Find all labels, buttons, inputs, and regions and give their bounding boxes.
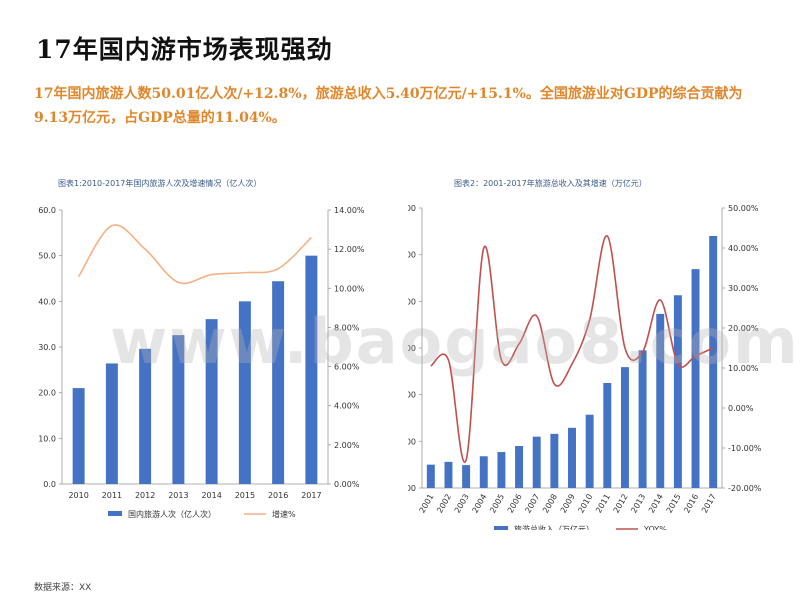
y-right-tick-label: 0.00% [728, 404, 754, 413]
x-tick-label: 2014 [201, 491, 221, 500]
x-tick-label: 2016 [682, 493, 700, 515]
x-tick-label: 2010 [576, 493, 594, 515]
y-left-tick-label: 5.00 [408, 251, 416, 260]
data-source: 数据来源：XX [34, 583, 92, 593]
x-tick-label: 2010 [68, 491, 88, 500]
y-right-tick-label: 14.00% [334, 206, 365, 215]
x-tick-label: 2002 [435, 493, 453, 515]
x-tick-label: 2009 [559, 493, 577, 515]
page-title: 17年国内游市场表现强劲 [36, 35, 333, 64]
y-right-tick-label: 2.00% [334, 441, 360, 450]
y-left-tick-label: 0.0 [43, 480, 56, 489]
y-left-tick-label: 4.00 [408, 297, 416, 306]
x-tick-label: 2017 [301, 491, 321, 500]
y-right-tick-label: -20.00% [728, 484, 762, 493]
legend-label-bar: 旅游总收入（万亿元） [514, 524, 594, 530]
chart-1-container: 图表1:2010-2017年国内旅游人次及增速情况（亿人次） 0.0 10.0 20.… [30, 170, 390, 530]
x-tick-label: 2013 [629, 493, 647, 515]
legend-swatch-bar [108, 511, 122, 516]
bar [550, 433, 559, 488]
y-right-tick-label: 4.00% [334, 402, 360, 411]
x-tick-label: 2017 [700, 493, 718, 515]
y-left-tick-label: 30.0 [38, 343, 56, 352]
bar [638, 350, 647, 488]
bar [497, 452, 506, 488]
bar [709, 236, 718, 488]
page-subtitle: 17年国内旅游人数50.01亿人次/+12.8%，旅游总收入5.40万亿元/+1… [34, 86, 743, 126]
bar [426, 464, 435, 488]
y-right-tick-label: 8.00% [334, 323, 360, 332]
bar [462, 465, 471, 488]
growth-line [77, 224, 312, 285]
chart-2: 图表2：2001-2017年旅游总收入及其增速（万亿元） 0.00 1.00 2.00… [408, 178, 762, 530]
x-tick-label: 2005 [488, 493, 506, 515]
bar [444, 461, 453, 488]
y-right-tick-label: 0.00% [334, 480, 360, 489]
x-tick-label: 2012 [612, 493, 630, 515]
chart-1: 图表1:2010-2017年国内旅游人次及增速情况（亿人次） 0.0 10.0 20.… [38, 178, 365, 519]
x-tick-label: 2015 [235, 491, 255, 500]
x-tick-label: 2011 [102, 491, 122, 500]
y-left-tick-label: 2.00 [408, 391, 416, 400]
bar [272, 281, 285, 484]
y-left-tick-label: 0.00 [408, 484, 416, 493]
growth-line [430, 235, 714, 464]
y-left-tick-label: 60.0 [38, 206, 56, 215]
y-right-tick-label: 10.00% [728, 364, 759, 373]
legend-swatch-bar [494, 526, 508, 530]
chart-title: 图表2：2001-2017年旅游总收入及其增速（万亿元） [454, 178, 647, 188]
y-left-tick-label: 50.0 [38, 252, 56, 261]
x-tick-label: 2001 [418, 493, 436, 515]
y-right-tick-label: 12.00% [334, 245, 365, 254]
x-tick-label: 2007 [523, 493, 541, 515]
bar [105, 363, 118, 484]
bar [238, 301, 251, 484]
bar [139, 348, 152, 484]
x-tick-label: 2006 [506, 493, 524, 515]
x-tick-label: 2011 [594, 493, 612, 515]
y-right-tick-label: 20.00% [728, 324, 759, 333]
bar [585, 414, 594, 488]
y-right-tick-label: 30.00% [728, 284, 759, 293]
x-tick-label: 2012 [135, 491, 155, 500]
y-right-tick-label: 10.00% [334, 284, 365, 293]
x-tick-label: 2013 [168, 491, 188, 500]
x-tick-label: 2008 [541, 493, 559, 515]
x-tick-label: 2016 [268, 491, 288, 500]
y-left-tick-label: 10.0 [38, 434, 56, 443]
x-tick-label: 2014 [647, 493, 665, 515]
y-left-tick-label: 1.00 [408, 437, 416, 446]
bar [515, 446, 524, 488]
bar [72, 388, 85, 484]
bar [568, 427, 576, 488]
bar [205, 319, 218, 484]
bar [620, 367, 629, 488]
x-tick-label: 2015 [665, 493, 683, 515]
y-right-tick-label: 50.00% [728, 204, 759, 213]
y-left-tick-label: 6.00 [408, 204, 416, 213]
legend-label-bar: 国内旅游人次（亿人次） [128, 509, 216, 519]
bar [479, 456, 488, 488]
bar [673, 295, 682, 488]
y-left-tick-label: 40.0 [38, 297, 56, 306]
x-tick-label: 2003 [453, 493, 471, 515]
chart-title: 图表1:2010-2017年国内旅游人次及增速情况（亿人次） [58, 178, 261, 188]
chart-2-container: 图表2：2001-2017年旅游总收入及其增速（万亿元） 0.00 1.00 2.00… [408, 170, 788, 530]
legend-label-line: 增速% [272, 509, 296, 519]
legend-label-line: YOY% [643, 525, 667, 530]
y-right-tick-label: -10.00% [728, 444, 762, 453]
bar [172, 335, 185, 484]
x-tick-label: 2004 [471, 493, 489, 515]
y-left-tick-label: 3.00 [408, 344, 416, 353]
bar [656, 313, 665, 488]
bar [691, 269, 700, 488]
y-left-tick-label: 20.0 [38, 389, 56, 398]
bar [532, 436, 541, 488]
bar [603, 383, 612, 488]
bar [305, 255, 318, 484]
y-right-tick-label: 40.00% [728, 244, 759, 253]
y-right-tick-label: 6.00% [334, 363, 360, 372]
